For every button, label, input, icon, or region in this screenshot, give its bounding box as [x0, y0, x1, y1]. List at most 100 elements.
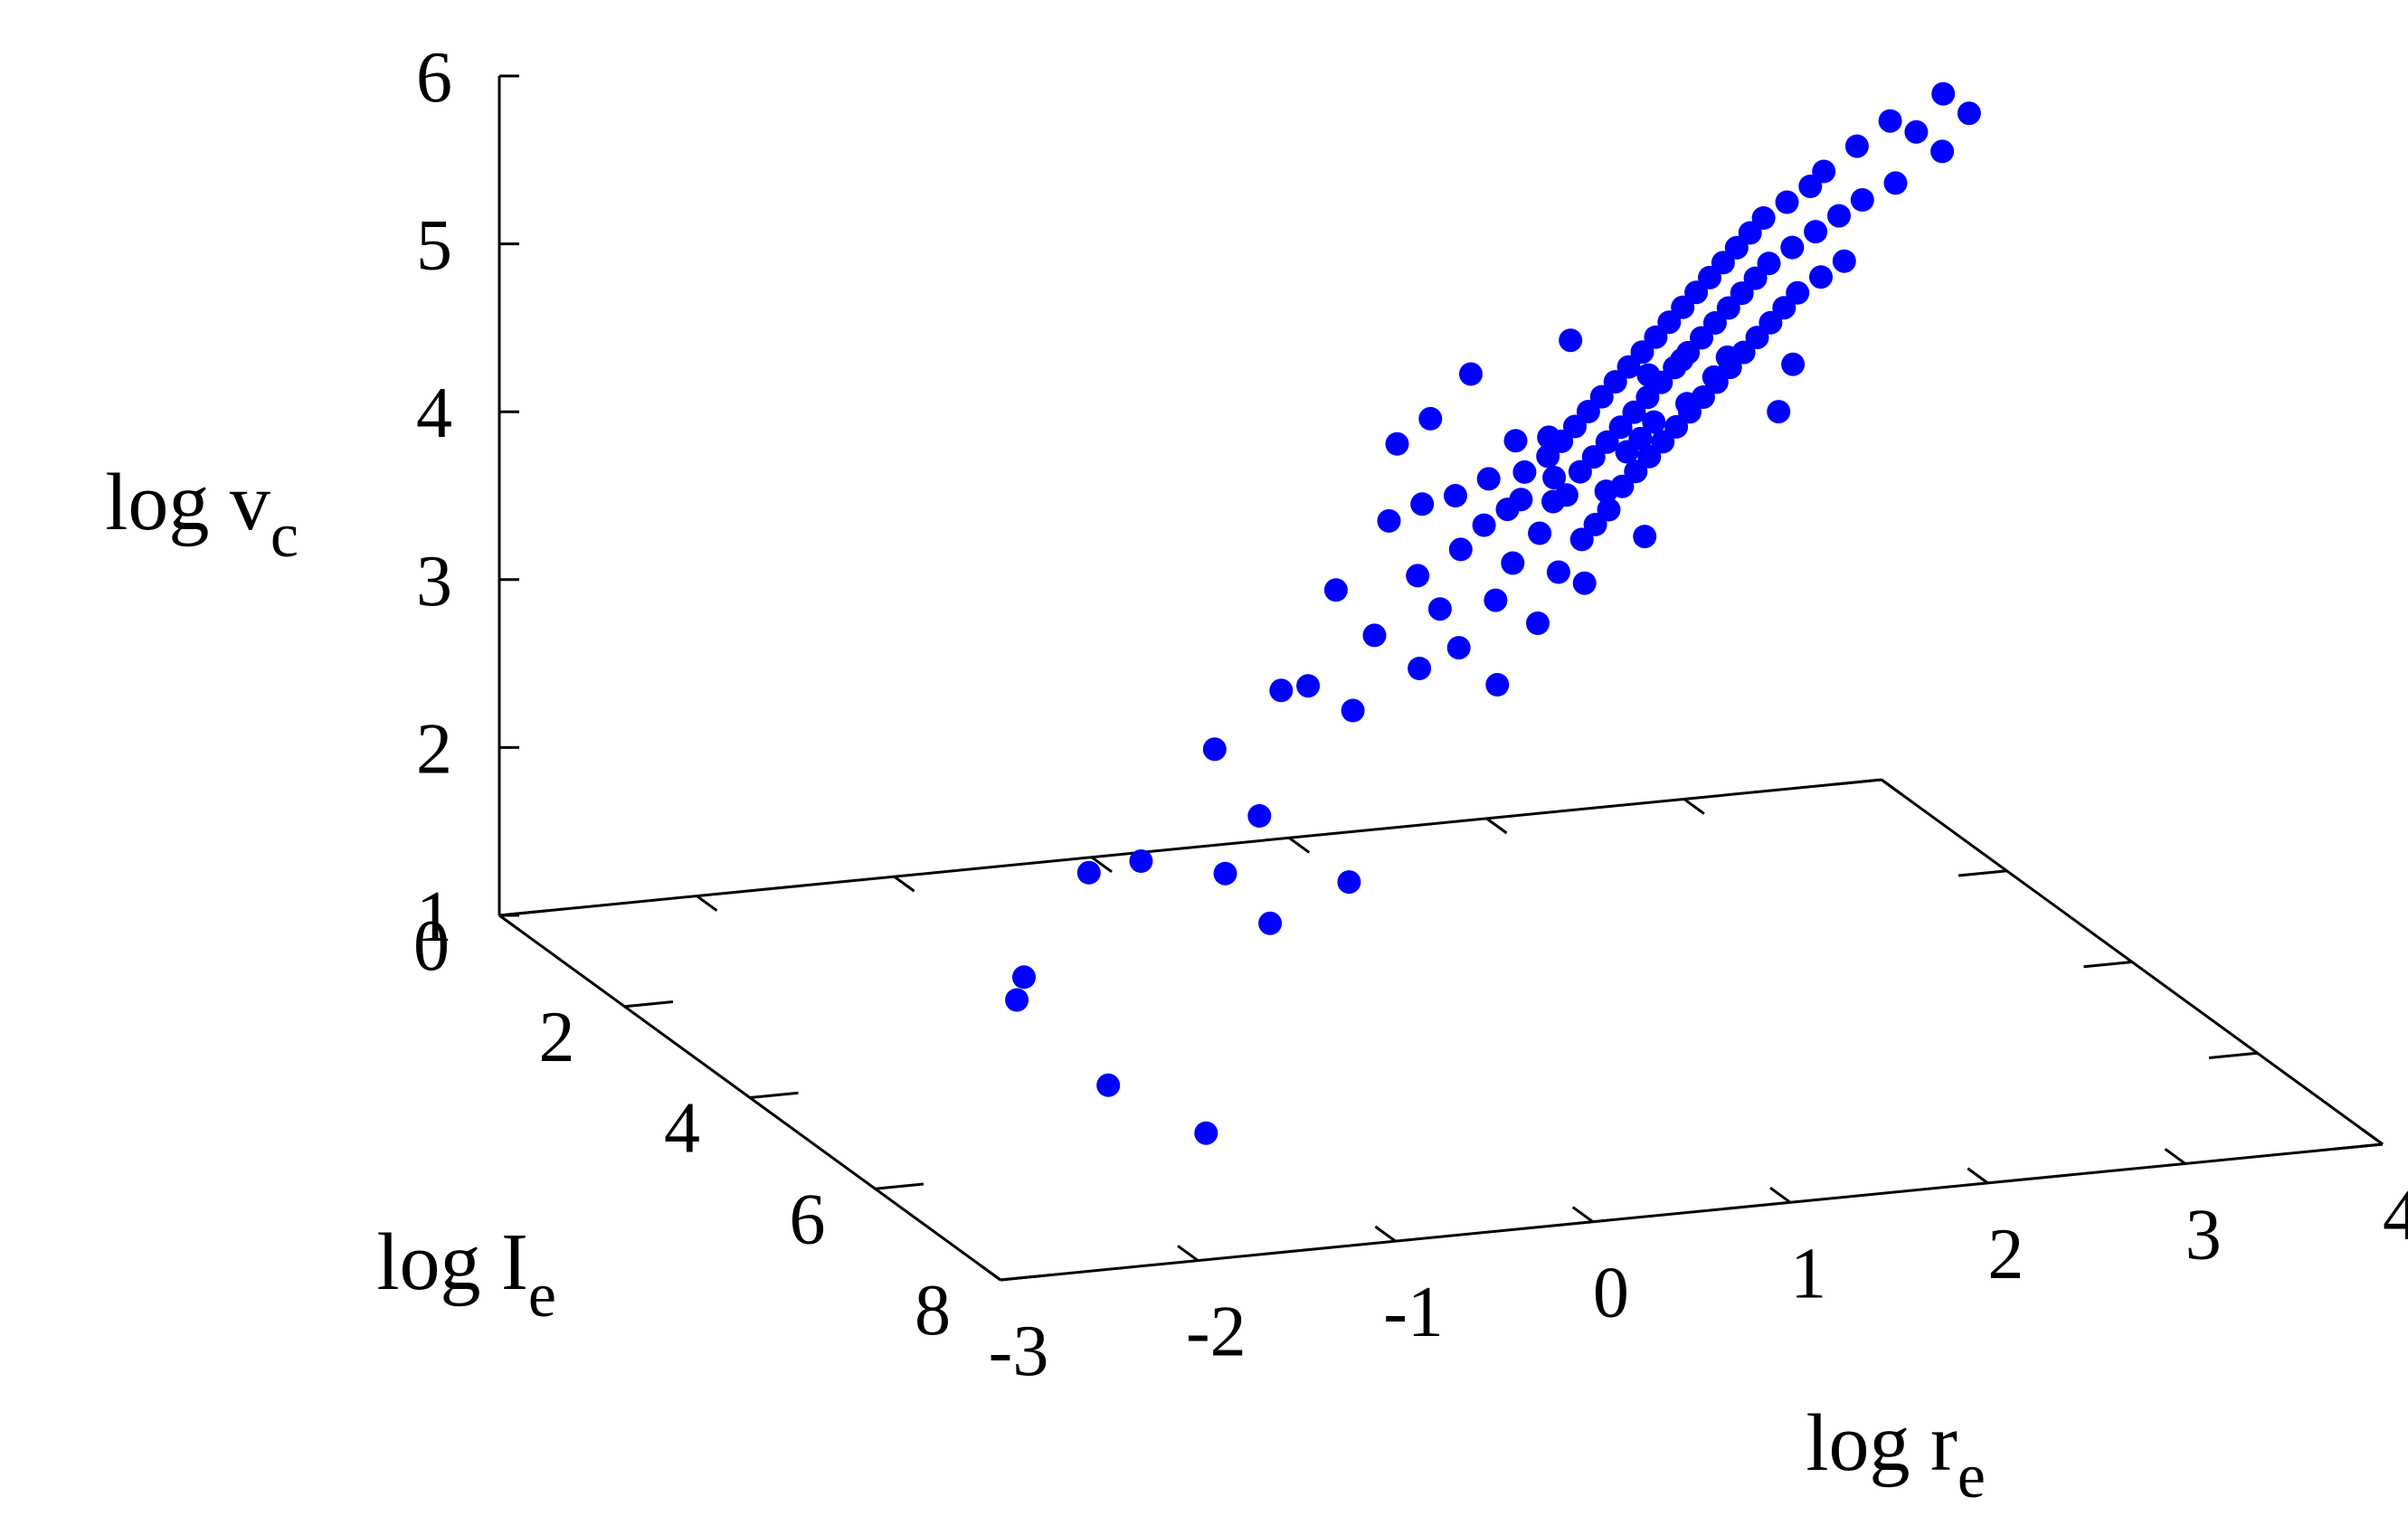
x-tick-back — [498, 914, 521, 932]
y-tick-right — [2208, 1051, 2258, 1059]
data-point — [1377, 508, 1401, 533]
x-axis-title: log re — [1806, 1398, 1986, 1511]
data-point — [1603, 370, 1627, 394]
data-point — [1576, 400, 1600, 423]
data-point — [1581, 445, 1606, 469]
data-point — [1615, 440, 1639, 464]
data-point — [1323, 578, 1348, 602]
data-point — [1633, 525, 1657, 549]
data-point — [1608, 415, 1633, 440]
y-tick-label: 0 — [413, 906, 450, 986]
z-axis-title: log vc — [105, 458, 299, 571]
floor-edge-front — [1000, 1142, 2384, 1282]
data-point — [1485, 673, 1510, 696]
data-point — [1812, 159, 1836, 184]
data-point — [1501, 551, 1525, 575]
data-point — [1542, 466, 1567, 489]
x-tick-label: 0 — [1593, 1254, 1629, 1333]
x-tick — [979, 1264, 1001, 1282]
data-point — [1716, 296, 1740, 320]
data-point — [1550, 429, 1574, 453]
data-point — [1459, 362, 1483, 386]
y-axis-title-sub: e — [528, 1261, 556, 1331]
data-point — [1711, 251, 1735, 275]
data-point — [1644, 325, 1668, 349]
y-tick-label: 2 — [539, 998, 575, 1077]
y-axis-title-base: log I — [376, 1218, 527, 1307]
data-point — [1724, 235, 1749, 260]
data-point — [1296, 674, 1321, 698]
x-tick-back — [1485, 817, 1508, 835]
y-tick-right — [1833, 778, 1882, 786]
data-point — [1642, 410, 1666, 434]
x-tick-label: -2 — [1186, 1293, 1247, 1372]
data-point — [1704, 370, 1729, 394]
x-tick — [1967, 1167, 1989, 1185]
data-point — [1427, 597, 1452, 621]
y-tick — [624, 1000, 674, 1009]
x-tick-label: 3 — [2185, 1195, 2222, 1274]
y-tick-label: 4 — [664, 1089, 700, 1169]
data-point — [1957, 101, 1981, 126]
data-point — [1448, 537, 1473, 562]
data-point — [1798, 175, 1823, 198]
data-point — [1657, 310, 1682, 335]
data-point — [1269, 678, 1294, 703]
y-tick — [749, 1091, 799, 1099]
x-tick-label: -1 — [1383, 1273, 1444, 1352]
x-tick-back — [1288, 837, 1311, 854]
x-tick — [1374, 1225, 1397, 1243]
data-point — [1408, 657, 1432, 680]
data-point — [1559, 328, 1583, 353]
data-point — [1731, 340, 1756, 365]
data-point — [1781, 352, 1806, 376]
data-point — [1827, 204, 1851, 228]
x-tick — [2361, 1128, 2384, 1146]
y-tick — [498, 909, 548, 917]
y-tick-right — [2083, 961, 2133, 969]
z-axis-title-sub: c — [270, 501, 299, 571]
data-point — [1883, 171, 1908, 195]
x-tick — [1571, 1206, 1594, 1223]
data-point — [1503, 429, 1528, 453]
data-point — [1702, 311, 1727, 335]
z-tick-label: 6 — [416, 38, 452, 118]
data-point — [1536, 444, 1560, 469]
data-point — [1809, 265, 1833, 289]
data-point — [1528, 521, 1552, 545]
data-point — [1569, 527, 1594, 552]
data-point — [1775, 190, 1799, 214]
data-point — [1616, 355, 1641, 379]
data-point — [1930, 139, 1955, 164]
data-point — [1258, 911, 1283, 935]
data-point — [1637, 444, 1662, 469]
data-point — [1526, 611, 1550, 635]
data-point — [1664, 414, 1689, 439]
data-point — [1410, 492, 1435, 516]
y-tick — [875, 1182, 924, 1190]
data-point — [1572, 571, 1597, 595]
data-point — [1610, 474, 1635, 498]
data-point — [1832, 249, 1856, 273]
x-tick-back — [1881, 778, 1903, 796]
data-point — [1444, 484, 1467, 507]
data-point — [1406, 564, 1430, 588]
data-point — [1096, 1073, 1121, 1097]
data-point — [1676, 340, 1701, 365]
data-point — [1804, 220, 1828, 244]
data-point — [1012, 965, 1036, 990]
x-tick — [1177, 1245, 1199, 1262]
points-layer — [1005, 81, 1981, 1145]
data-point — [1446, 636, 1471, 660]
data-point — [1844, 134, 1869, 158]
z-tick-label: 4 — [416, 374, 452, 453]
x-tick-back — [1090, 856, 1113, 874]
data-point — [1247, 804, 1272, 828]
data-point — [1005, 988, 1029, 1012]
labels-layer: log vc log Ie log re — [105, 458, 1986, 1511]
data-point — [1202, 737, 1227, 762]
data-point — [1772, 296, 1797, 320]
x-tick-label: -3 — [989, 1312, 1049, 1391]
data-point — [1767, 400, 1791, 424]
